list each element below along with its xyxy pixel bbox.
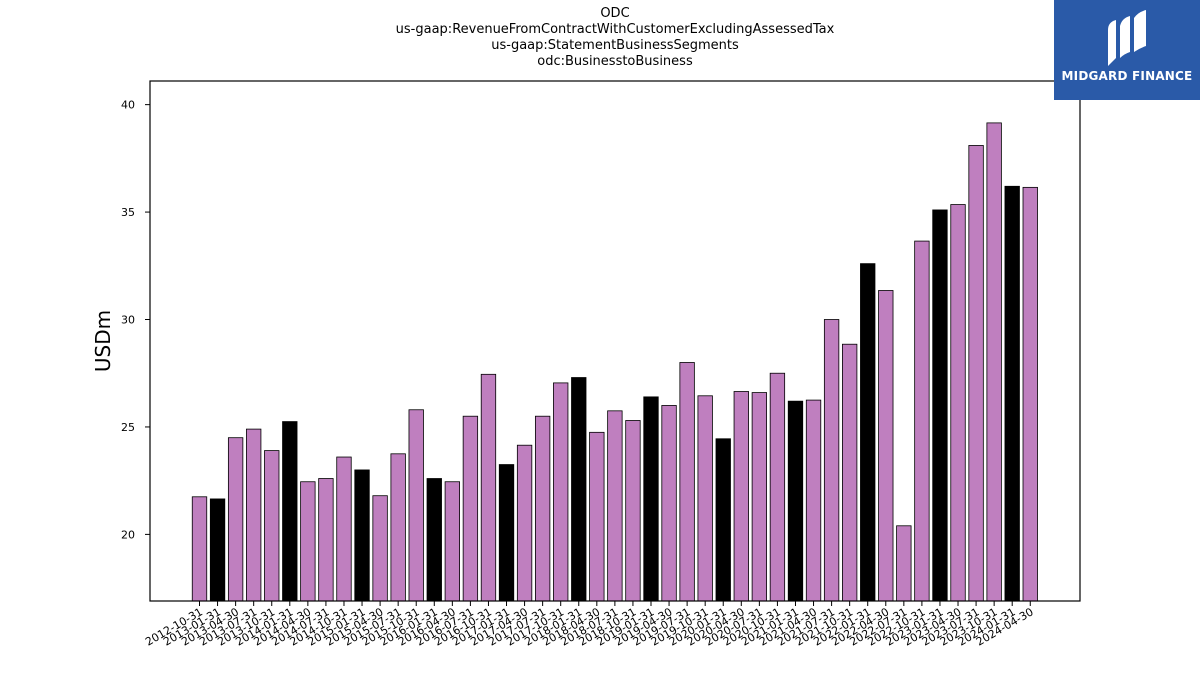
bar-2020-10-31 bbox=[769, 372, 786, 602]
bar-2017-07-31 bbox=[534, 415, 551, 602]
bars-group bbox=[191, 122, 1038, 602]
bar-2015-07-31 bbox=[390, 453, 406, 602]
bar-2014-01-31 bbox=[282, 421, 298, 602]
bar-2024-04-30 bbox=[1022, 186, 1038, 602]
bar-2014-04-30 bbox=[300, 481, 316, 602]
bar-2022-07-31 bbox=[896, 525, 912, 602]
bar-2021-04-30 bbox=[805, 399, 822, 602]
bar-2023-04-30 bbox=[950, 204, 966, 602]
y-axis-label: USDm bbox=[91, 310, 115, 372]
bar-2022-10-31 bbox=[914, 240, 930, 602]
chart-title: ODC us-gaap:RevenueFromContractWithCusto… bbox=[0, 6, 1200, 70]
bar-2016-01-31 bbox=[426, 478, 442, 602]
bar-2023-10-31 bbox=[986, 122, 1002, 602]
bar-2019-07-31 bbox=[679, 362, 695, 602]
bar-2017-10-31 bbox=[553, 382, 569, 602]
bar-2015-01-31 bbox=[354, 469, 370, 602]
y-axis: 20 25 30 35 40 bbox=[121, 99, 150, 541]
bar-2013-04-30 bbox=[227, 437, 244, 602]
chart-title-line-2: us-gaap:RevenueFromContractWithCustomerE… bbox=[395, 22, 835, 37]
bar-2021-01-31 bbox=[787, 400, 804, 602]
bar-2016-04-30 bbox=[444, 481, 460, 602]
bar-2014-07-31 bbox=[318, 478, 334, 602]
brand-logo: MIDGARD FINANCE bbox=[1054, 0, 1200, 100]
bar-2016-10-31 bbox=[480, 373, 497, 602]
y-tick-label: 30 bbox=[121, 314, 135, 327]
bar-2020-07-31 bbox=[751, 392, 768, 602]
bar-2021-07-31 bbox=[823, 319, 840, 602]
y-tick-label: 35 bbox=[121, 206, 135, 219]
bar-2018-04-30 bbox=[589, 431, 605, 602]
bar-2020-04-30 bbox=[733, 391, 749, 602]
bar-2023-01-31 bbox=[932, 209, 948, 602]
y-tick-label: 40 bbox=[121, 99, 135, 112]
chart-title-line-4: odc:BusinesstoBusiness bbox=[537, 54, 693, 69]
bar-2013-01-31 bbox=[209, 498, 226, 602]
bar-2017-01-31 bbox=[498, 464, 515, 602]
bar-2019-10-31 bbox=[697, 395, 713, 602]
bar-2013-07-31 bbox=[246, 428, 262, 602]
chart-title-line-1: ODC bbox=[600, 6, 630, 21]
bar-2019-01-31 bbox=[643, 396, 659, 602]
bar-2017-04-30 bbox=[516, 444, 533, 602]
bar-2022-01-31 bbox=[860, 263, 876, 602]
bar-2015-04-30 bbox=[372, 495, 388, 602]
bar-2024-01-31 bbox=[1004, 185, 1020, 602]
bar-2018-07-31 bbox=[607, 410, 623, 602]
bar-2013-10-31 bbox=[264, 450, 280, 602]
bar-2018-01-31 bbox=[571, 377, 587, 602]
y-tick-label: 20 bbox=[121, 528, 135, 541]
y-tick-label: 25 bbox=[121, 421, 135, 434]
midgard-logo-icon bbox=[1108, 10, 1146, 66]
bar-2018-10-31 bbox=[625, 420, 641, 602]
bar-2016-07-31 bbox=[462, 415, 479, 602]
chart-title-line-3: us-gaap:StatementBusinessSegments bbox=[491, 38, 739, 53]
x-axis: 2012-10-312013-01-312013-04-302013-07-31… bbox=[143, 601, 1036, 649]
bar-2019-04-30 bbox=[661, 405, 677, 602]
bar-2022-04-30 bbox=[878, 290, 894, 602]
bar-2012-10-31 bbox=[191, 496, 208, 602]
bar-2023-07-31 bbox=[968, 145, 984, 602]
bar-2021-10-31 bbox=[842, 343, 858, 602]
bar-2015-10-31 bbox=[408, 409, 424, 602]
brand-logo-text: MIDGARD FINANCE bbox=[1061, 69, 1193, 83]
bar-2020-01-31 bbox=[715, 438, 731, 602]
bar-2014-10-31 bbox=[336, 456, 352, 602]
